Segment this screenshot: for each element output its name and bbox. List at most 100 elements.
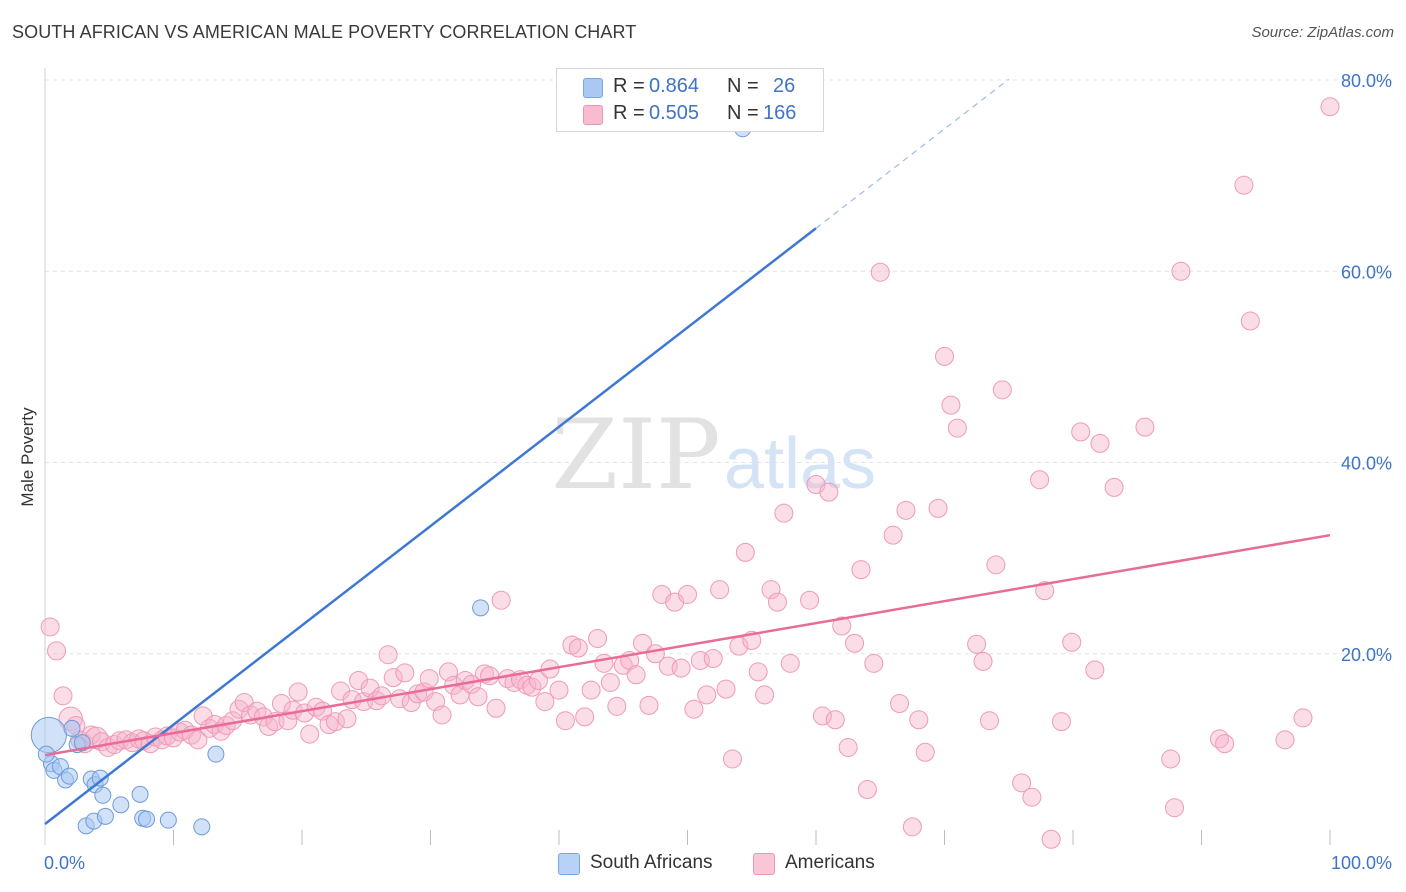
americans-point [979, 711, 999, 731]
americans-point [767, 592, 787, 612]
axis-labels: 20.0% 40.0% 60.0% 80.0% 0.0% 100.0% Male Pover… [18, 71, 1392, 873]
americans-point [864, 653, 884, 673]
americans-point [703, 649, 723, 669]
correlation-legend: R = 0.864 N = 26 R = 0.505 N = 166 [556, 68, 824, 132]
americans-point [1171, 261, 1191, 281]
americans-point [1030, 470, 1050, 490]
americans-point [337, 709, 357, 729]
americans-point [594, 653, 614, 673]
americans-point [53, 686, 73, 706]
americans-point [1234, 175, 1254, 195]
americans-point [47, 641, 67, 661]
americans-point [549, 680, 569, 700]
americans-point [626, 665, 646, 685]
trend-lines [44, 78, 1331, 825]
americans-point [825, 710, 845, 730]
americans-point [588, 628, 608, 648]
x-tick-label: 0.0% [44, 853, 85, 873]
americans-point [395, 663, 415, 683]
south-africans-points [30, 120, 752, 836]
south-africans-trend-extension [815, 78, 1010, 229]
americans-point [1320, 97, 1340, 117]
source-label: Source: ZipAtlas.com [1251, 24, 1394, 41]
south-africans-trend-line [44, 227, 817, 825]
legend-n-value: 166 [763, 102, 797, 124]
americans-point [870, 262, 890, 282]
legend-n-label: N = [727, 102, 759, 124]
americans-point [973, 651, 993, 671]
americans-point [419, 669, 439, 689]
americans-point [581, 680, 601, 700]
americans-point [928, 498, 948, 518]
americans-point [935, 346, 954, 366]
americans-point [639, 695, 659, 715]
americans-point [819, 482, 839, 502]
americans-point [800, 590, 820, 610]
legend-n-label: N = [727, 75, 759, 97]
americans-point [300, 724, 320, 744]
y-tick-label: 40.0% [1341, 454, 1392, 474]
south-africans-point [159, 811, 177, 829]
americans-point [774, 503, 794, 523]
americans-point [468, 687, 488, 707]
south-africans-point [112, 796, 130, 814]
y-axis-label: Male Poverty [18, 407, 37, 507]
americans-point [1104, 477, 1124, 497]
legend-row-south-africans: R = 0.864 N = 26 [557, 73, 823, 101]
watermark: ZIP atlas [551, 399, 876, 511]
grid-lines [45, 79, 1392, 655]
watermark-zip: ZIP [551, 399, 720, 511]
americans-point [378, 645, 398, 665]
americans-point [1275, 730, 1295, 750]
americans-point [902, 817, 922, 837]
americans-point [845, 633, 865, 653]
americans-trend-line [44, 533, 1331, 757]
axes [44, 68, 1331, 845]
americans-point [383, 668, 403, 688]
south-africans-point [96, 807, 114, 825]
americans-point [947, 418, 967, 438]
americans-point [1293, 708, 1313, 728]
americans-point [716, 679, 736, 699]
americans-point [780, 653, 800, 673]
americans-point [1135, 417, 1155, 437]
americans-point [755, 685, 775, 705]
americans-point [838, 737, 858, 757]
south-africans-point [207, 745, 225, 763]
americans-point [722, 749, 742, 769]
legend-r-value: 0.505 [649, 102, 700, 124]
americans-point [1071, 422, 1091, 442]
americans-point [607, 696, 627, 716]
americans-point [748, 662, 768, 682]
americans-point [1022, 787, 1042, 807]
americans-point [678, 584, 697, 604]
bottom-legend-swatch-americans [753, 853, 775, 875]
americans-point [325, 712, 345, 732]
watermark-atlas: atlas [724, 424, 876, 504]
south-africans-point [94, 786, 112, 804]
americans-point [555, 711, 575, 731]
americans-point [1035, 581, 1055, 601]
americans-point [986, 555, 1006, 575]
americans-point [480, 666, 500, 686]
americans-point [915, 742, 935, 762]
y-tick-label: 60.0% [1341, 262, 1392, 282]
americans-point [1240, 311, 1260, 331]
south-africans-point [472, 599, 490, 617]
americans-point [832, 616, 852, 636]
americans-point [883, 525, 903, 545]
legend-swatch-americans [583, 105, 603, 125]
americans-point [600, 672, 620, 692]
legend-r-label: R = [613, 75, 645, 97]
legend-r-value: 0.864 [649, 75, 700, 97]
americans-point [349, 671, 369, 691]
south-africans-point [91, 769, 109, 787]
chart-title: SOUTH AFRICAN VS AMERICAN MALE POVERTY C… [12, 22, 637, 42]
x-tick-label: 100.0% [1331, 853, 1392, 873]
y-tick-label: 20.0% [1341, 645, 1392, 665]
americans-point [684, 699, 704, 719]
americans-point [568, 638, 588, 658]
legend-swatch-south-africans [583, 78, 603, 98]
bottom-legend-label: Americans [785, 852, 875, 873]
